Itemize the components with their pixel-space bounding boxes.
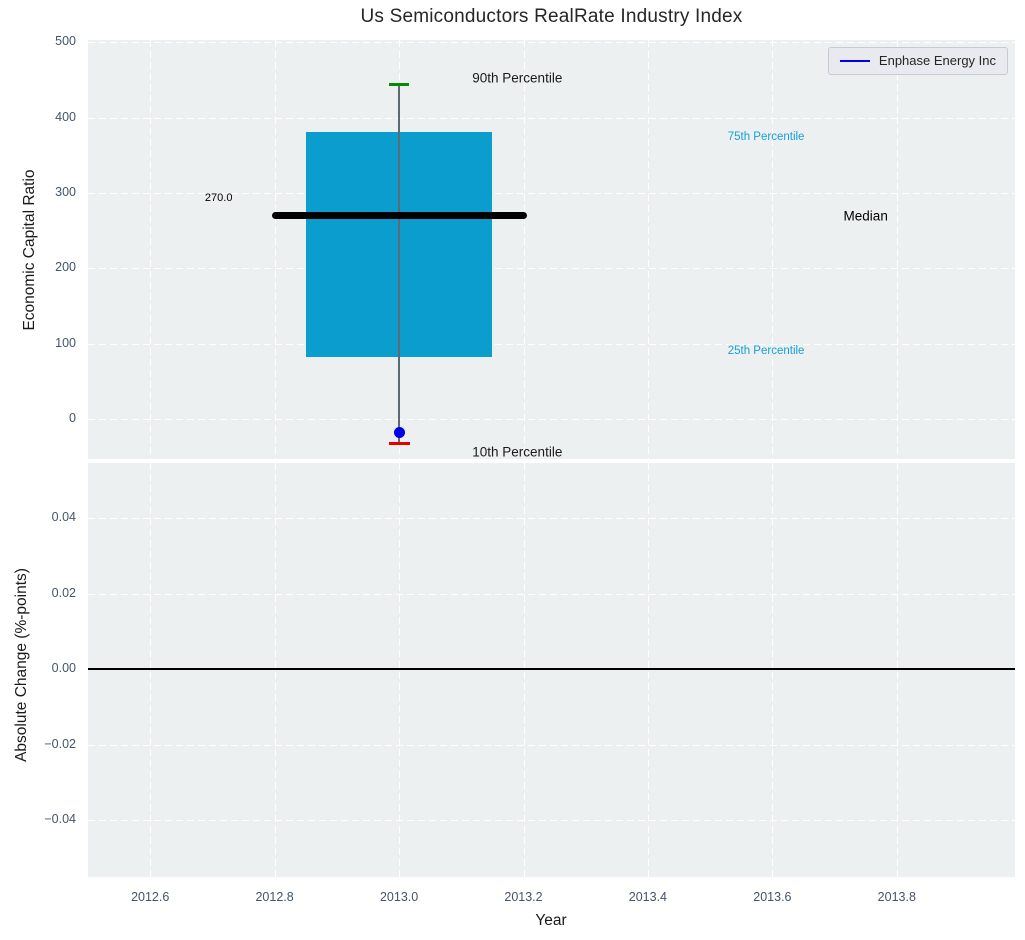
gridline <box>88 419 1015 421</box>
y-tick-label: 0.04 <box>51 510 76 525</box>
y-tick-label: 200 <box>55 260 76 275</box>
median-line <box>271 212 527 220</box>
gridline <box>88 343 1015 345</box>
y-tick-label: −0.02 <box>44 736 76 751</box>
gridline <box>896 40 898 459</box>
zero-line <box>88 668 1015 671</box>
gridline <box>88 117 1015 119</box>
annotation-10th-percentile: 10th Percentile <box>472 444 563 460</box>
y-tick-label: 500 <box>55 34 76 49</box>
gridline <box>647 40 649 459</box>
gridline <box>88 193 1015 194</box>
legend-label: Enphase Energy Inc <box>878 53 996 68</box>
x-tick-label: 2012.6 <box>131 890 170 904</box>
annotation-270-0: 270.0 <box>204 191 233 204</box>
whisker-cap-10th <box>388 441 410 445</box>
y-tick-label: 300 <box>55 185 76 199</box>
y-tick-label: 400 <box>55 109 76 124</box>
gridline <box>772 40 774 459</box>
subplot-economic-capital-ratio: Enphase Energy Inc 90th Percentile 75th P… <box>88 40 1015 460</box>
gridline <box>523 40 525 459</box>
legend-line-swatch <box>839 59 870 62</box>
gridline <box>274 40 276 459</box>
x-tick-label: 2013.8 <box>877 890 916 904</box>
x-tick-label: 2012.8 <box>255 890 294 904</box>
y-tick-label: 0.00 <box>51 661 76 676</box>
gridline <box>88 268 1015 270</box>
gridline <box>88 518 1015 520</box>
x-tick-label: 2013.2 <box>504 890 543 904</box>
y-tick-label: −0.04 <box>44 812 76 826</box>
gridline <box>88 42 1015 44</box>
y-tick-label: 0 <box>69 411 76 426</box>
gridline <box>150 40 152 459</box>
gridline <box>88 593 1015 595</box>
annotation-25th-percentile: 25th Percentile <box>727 345 805 358</box>
annotation-median: Median <box>843 208 888 224</box>
x-tick-label: 2013.4 <box>628 890 667 904</box>
y-tick-label: 0.02 <box>51 585 76 600</box>
x-tick-label: 2013.6 <box>753 890 792 904</box>
gridline <box>88 820 1015 821</box>
gridline <box>88 744 1015 746</box>
company-dot <box>393 427 405 439</box>
chart-title: Us Semiconductors RealRate Industry Inde… <box>360 6 743 27</box>
legend: Enphase Energy Inc <box>827 47 1008 75</box>
whisker-line <box>398 84 400 444</box>
x-axis-label: Year <box>535 912 567 929</box>
subplot-absolute-change <box>88 463 1015 877</box>
annotation-75th-percentile: 75th Percentile <box>727 131 805 144</box>
whisker-cap-90th <box>389 83 410 86</box>
annotation-90th-percentile: 90th Percentile <box>472 70 563 86</box>
y-tick-label: 100 <box>55 335 76 350</box>
x-tick-label: 2013.0 <box>379 890 419 904</box>
